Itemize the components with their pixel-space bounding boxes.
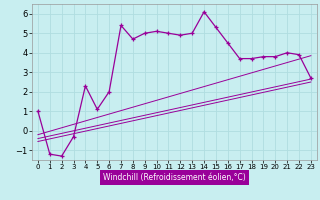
X-axis label: Windchill (Refroidissement éolien,°C): Windchill (Refroidissement éolien,°C) (103, 173, 246, 182)
